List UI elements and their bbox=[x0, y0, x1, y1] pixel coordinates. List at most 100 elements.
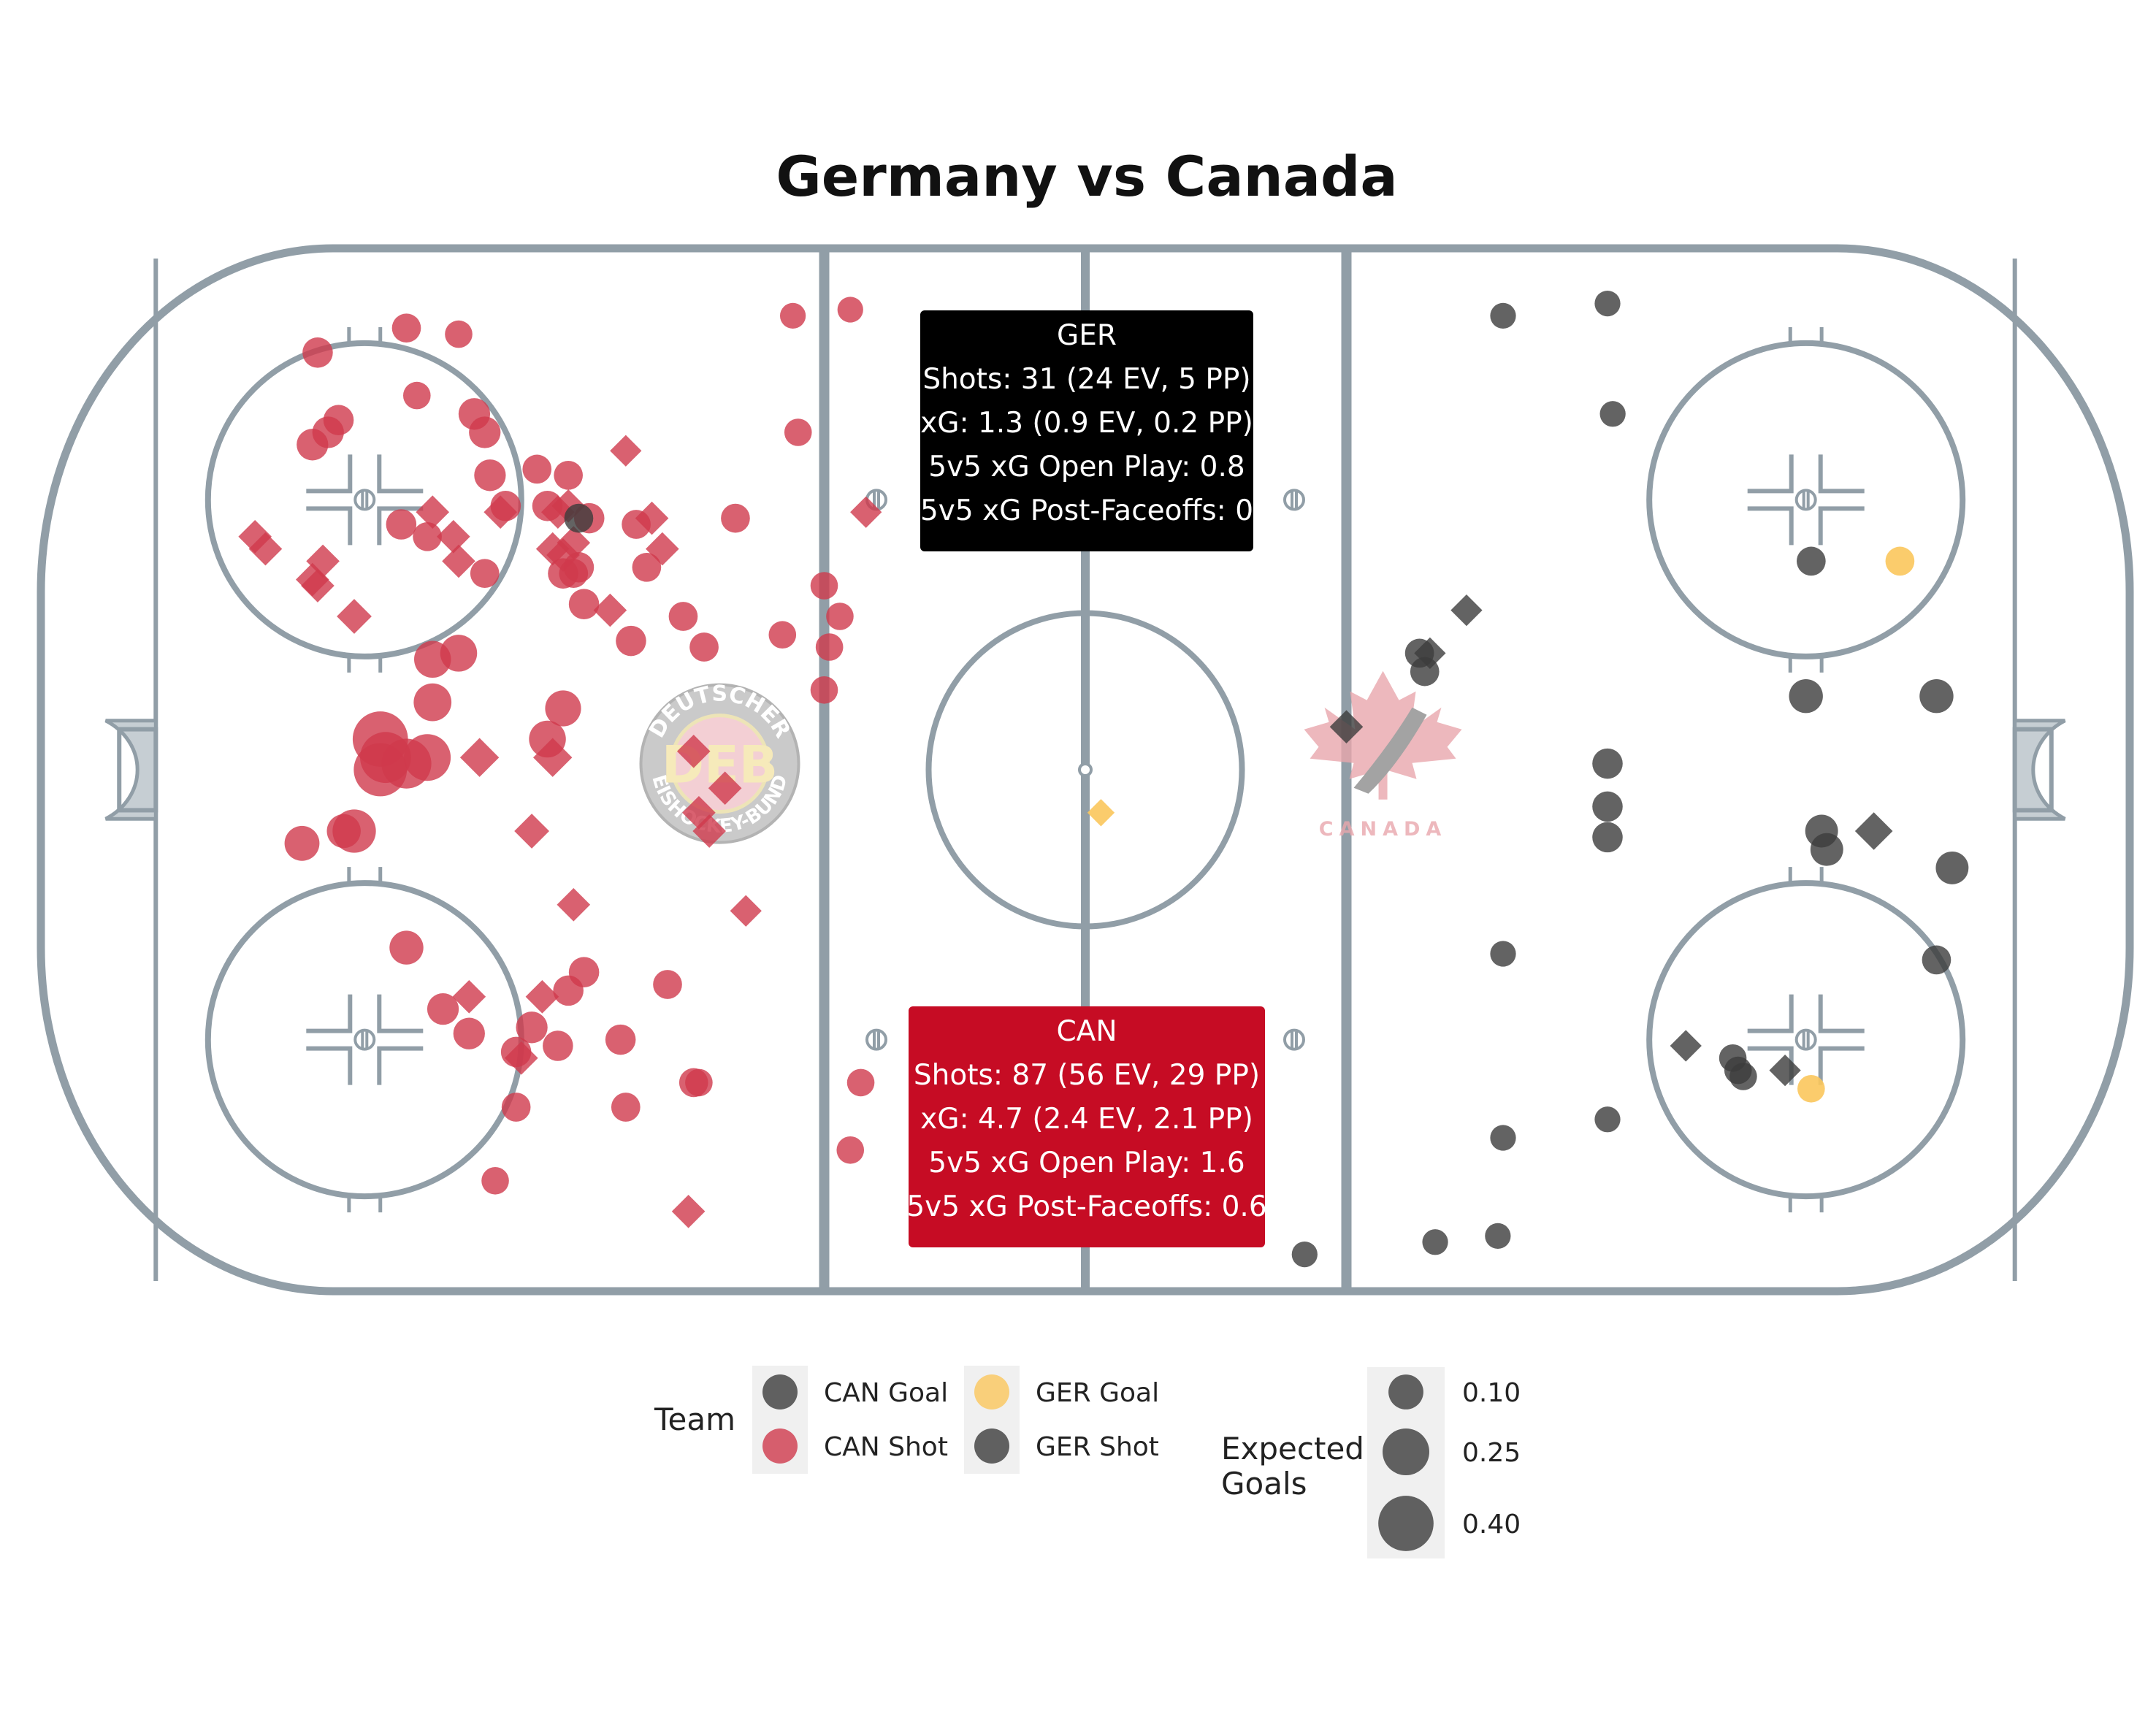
legend-size-label: 0.10 bbox=[1462, 1378, 1521, 1408]
shot-marker-circle bbox=[779, 302, 806, 329]
faceoff-l-marker bbox=[306, 994, 353, 1033]
shot-marker-circle bbox=[1592, 822, 1623, 853]
can-summary-box-line: 5v5 xG Post-Faceoffs: 0.6 bbox=[906, 1190, 1266, 1223]
shot-marker-circle bbox=[721, 503, 750, 533]
shot-marker-circle bbox=[689, 632, 719, 662]
shot-marker-circle bbox=[403, 381, 431, 410]
shot-marker-circle bbox=[1490, 1125, 1516, 1151]
shot-marker-circle bbox=[1797, 1075, 1825, 1103]
series-can-goal bbox=[564, 503, 594, 533]
shot-marker-circle bbox=[326, 814, 361, 849]
shot-marker-circle bbox=[846, 1068, 875, 1097]
shot-marker-circle bbox=[453, 1017, 485, 1049]
faceoff-l-marker bbox=[1818, 1046, 1865, 1085]
shot-marker-circle bbox=[668, 602, 698, 631]
faceoff-l-marker bbox=[377, 1046, 424, 1085]
legend-entry-label: CAN Shot bbox=[824, 1432, 948, 1462]
can-logo-text: CANADA bbox=[1319, 818, 1448, 841]
shot-marker-circle bbox=[1919, 679, 1954, 714]
faceoff-l-marker bbox=[1747, 506, 1794, 546]
shot-marker-diamond bbox=[1854, 812, 1893, 850]
neutral-zone-dot bbox=[1283, 1028, 1305, 1051]
legend-swatch bbox=[974, 1428, 1009, 1464]
legend-size-swatch bbox=[1378, 1496, 1434, 1551]
faceoff-ring bbox=[204, 340, 524, 659]
shot-marker-circle bbox=[470, 559, 500, 589]
faceoff-l-marker bbox=[306, 1046, 353, 1085]
shot-marker-circle bbox=[1490, 941, 1516, 967]
shot-marker-circle bbox=[1599, 401, 1626, 427]
legend-swatch bbox=[762, 1428, 798, 1464]
faceoff-circle bbox=[1646, 867, 1966, 1213]
faceoff-dot bbox=[353, 1028, 376, 1051]
faceoff-l-marker bbox=[1747, 454, 1794, 494]
shot-marker-circle bbox=[469, 416, 501, 448]
legend-size-label: 0.25 bbox=[1462, 1438, 1521, 1468]
shot-marker-circle bbox=[1291, 1241, 1318, 1268]
shot-marker-diamond bbox=[437, 519, 470, 554]
shot-marker-circle bbox=[826, 603, 854, 630]
shot-marker-circle bbox=[302, 337, 333, 368]
shot-marker-circle bbox=[427, 992, 459, 1025]
shot-marker-diamond bbox=[301, 569, 335, 603]
shot-marker-diamond bbox=[557, 526, 591, 560]
shot-marker-circle bbox=[810, 676, 838, 704]
can-summary-box-line: 5v5 xG Open Play: 1.6 bbox=[928, 1147, 1245, 1179]
shot-marker-circle bbox=[784, 418, 812, 446]
shot-marker-diamond bbox=[635, 501, 669, 535]
shot-marker-circle bbox=[445, 320, 473, 348]
shot-marker-circle bbox=[1789, 679, 1823, 714]
legend-size-swatch bbox=[1383, 1428, 1429, 1475]
shot-marker-circle bbox=[474, 459, 506, 492]
shot-marker-circle bbox=[389, 930, 424, 965]
shot-marker-circle bbox=[1724, 1056, 1752, 1085]
shot-marker-circle bbox=[836, 1136, 865, 1164]
shot-marker-circle bbox=[632, 552, 662, 582]
ger-summary-box-line: 5v5 xG Open Play: 0.8 bbox=[928, 451, 1245, 483]
shot-marker-circle bbox=[440, 635, 478, 672]
can-logo: CANADA bbox=[1304, 670, 1462, 841]
shot-marker-circle bbox=[1797, 546, 1826, 576]
legend-size-swatch bbox=[1388, 1374, 1423, 1410]
shot-marker-circle bbox=[685, 1068, 713, 1097]
legend-entry-label: GER Goal bbox=[1036, 1378, 1159, 1408]
shot-marker-circle bbox=[1594, 1106, 1621, 1133]
can-summary-box-bg bbox=[909, 1006, 1265, 1247]
shot-marker-circle bbox=[837, 297, 863, 323]
faceoff-circle bbox=[1646, 326, 1966, 673]
can-summary-box-line: xG: 4.7 (2.4 EV, 2.1 PP) bbox=[920, 1103, 1253, 1136]
shot-marker-circle bbox=[554, 460, 583, 490]
legend-entry-label: CAN Goal bbox=[824, 1378, 948, 1408]
faceoff-l-marker bbox=[377, 506, 424, 546]
shot-marker-diamond bbox=[557, 887, 591, 922]
shot-marker-diamond bbox=[610, 435, 642, 467]
shot-marker-diamond bbox=[593, 593, 627, 627]
shot-marker-circle bbox=[653, 970, 682, 999]
shot-marker-diamond bbox=[514, 814, 549, 849]
shot-marker-circle bbox=[1592, 748, 1623, 779]
shot-marker-diamond bbox=[483, 495, 518, 529]
faceoff-l-marker bbox=[1818, 454, 1865, 494]
shot-marker-circle bbox=[481, 1167, 509, 1195]
legend-swatch bbox=[762, 1374, 798, 1410]
ger-summary-box-team: GER bbox=[1057, 319, 1117, 352]
shot-marker-circle bbox=[501, 1093, 531, 1122]
shot-marker-circle bbox=[1592, 791, 1623, 822]
shot-marker-diamond bbox=[671, 1194, 706, 1228]
shot-marker-circle bbox=[564, 503, 594, 533]
series-can-shot bbox=[238, 297, 882, 1228]
shot-marker-circle bbox=[413, 683, 452, 722]
shot-marker-diamond bbox=[1450, 594, 1483, 627]
faceoff-ring bbox=[1646, 340, 1966, 659]
faceoff-l-marker bbox=[306, 454, 353, 494]
summary-boxes: GER Shots: 31 (24 EV, 5 PP) xG: 1.3 (0.9 E… bbox=[906, 310, 1267, 1247]
legend-size-label: 0.40 bbox=[1462, 1510, 1521, 1540]
shot-marker-diamond bbox=[533, 738, 573, 777]
faceoff-l-marker bbox=[1818, 506, 1865, 546]
net-left bbox=[117, 727, 158, 813]
shot-marker-circle bbox=[543, 1030, 573, 1061]
shot-marker-diamond bbox=[248, 532, 283, 566]
shot-marker-circle bbox=[1422, 1229, 1448, 1255]
shot-marker-diamond bbox=[1769, 1054, 1801, 1087]
